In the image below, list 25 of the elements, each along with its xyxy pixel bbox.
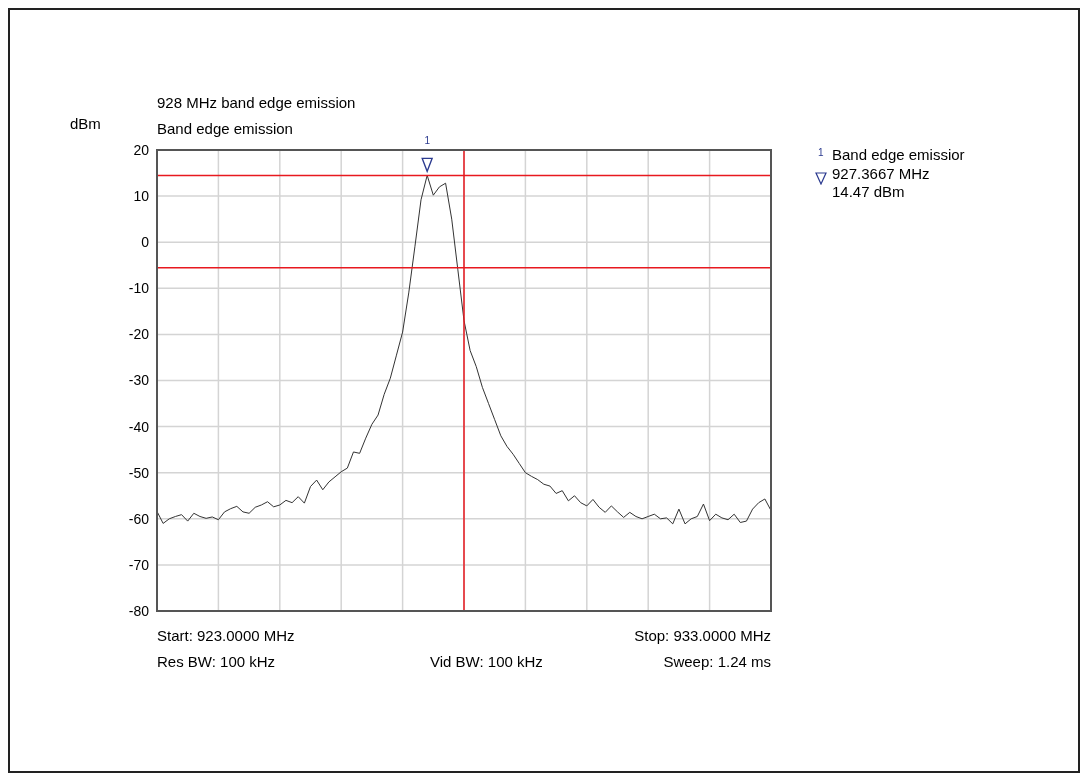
text: Vid BW: 100 kHz	[430, 653, 543, 670]
y-tick-label: 10	[133, 188, 150, 205]
text: Band edge emissior	[832, 146, 965, 163]
y-tick-label: 0	[141, 234, 150, 251]
chart-title: 928 MHz band edge emission	[157, 94, 356, 111]
text: Sweep: 1.24 ms	[663, 653, 771, 670]
chart-subtitle: Band edge emission	[157, 120, 293, 137]
y-tick-label: -80	[128, 602, 150, 619]
text: Start: 923.0000 MHz	[157, 627, 295, 644]
y-tick-label: -10	[128, 280, 150, 297]
text: 1	[818, 147, 824, 158]
text: Stop: 933.0000 MHz	[634, 627, 771, 644]
y-tick-label: -30	[128, 372, 150, 389]
y-tick-label: -40	[128, 418, 150, 435]
y-tick-label: -50	[128, 464, 150, 481]
text: Res BW: 100 kHz	[157, 653, 276, 670]
y-tick-label: -60	[128, 510, 150, 527]
text: 1	[424, 135, 431, 147]
text: 927.3667 MHz	[832, 165, 930, 182]
line-series	[157, 174, 771, 525]
text: 14.47 dBm	[832, 183, 905, 200]
y-axis-title: dBm	[70, 115, 101, 132]
y-tick-label: -20	[128, 326, 150, 343]
y-tick-label: -70	[128, 556, 150, 573]
y-tick-label: 20	[133, 141, 150, 158]
